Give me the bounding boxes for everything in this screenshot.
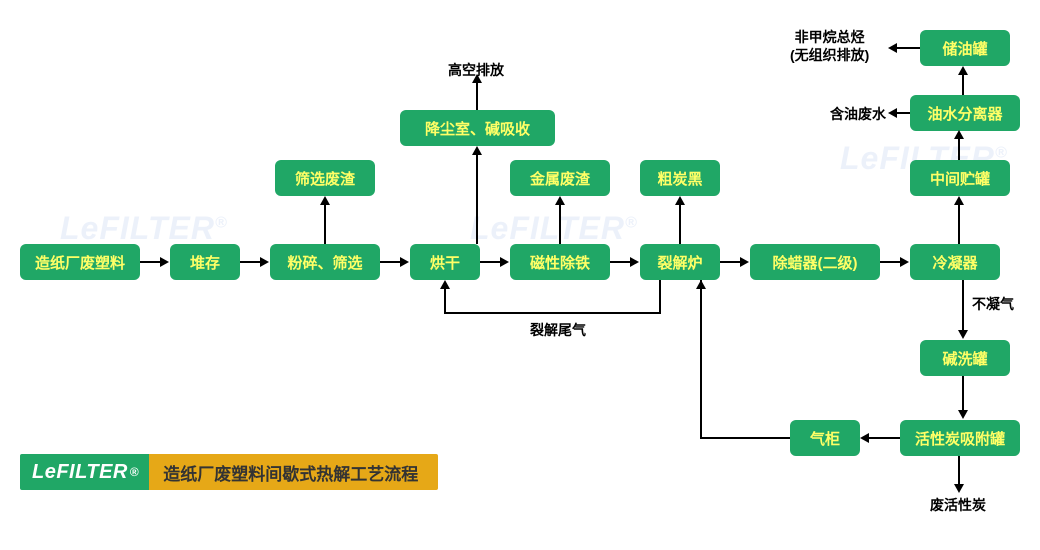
node-label: 除蜡器(二级): [773, 252, 858, 273]
edge: [140, 261, 162, 263]
arrowhead-icon: [472, 74, 482, 83]
arrowhead-icon: [696, 280, 706, 289]
node-midtank: 中间贮罐: [910, 160, 1010, 196]
node-cracker: 裂解炉: [640, 244, 720, 280]
label-nmhc: 非甲烷总烃 (无组织排放): [790, 28, 869, 64]
logo-text: LeFILTER: [32, 461, 128, 484]
node-condenser: 冷凝器: [910, 244, 1000, 280]
node-alkali: 碱洗罐: [920, 340, 1010, 376]
node-metal-waste: 金属废渣: [510, 160, 610, 196]
edge: [958, 204, 960, 244]
node-label: 储油罐: [942, 38, 987, 59]
edge: [896, 112, 910, 114]
arrowhead-icon: [320, 196, 330, 205]
watermark: LeFILTER®: [60, 210, 228, 247]
edge: [962, 280, 964, 332]
edge: [962, 376, 964, 412]
node-label: 气柜: [810, 428, 840, 449]
arrowhead-icon: [860, 433, 869, 443]
arrowhead-icon: [555, 196, 565, 205]
edge: [958, 138, 960, 160]
node-label: 碱洗罐: [942, 348, 987, 369]
node-label: 活性炭吸附罐: [915, 428, 1005, 449]
edge: [700, 437, 790, 439]
node-separator: 油水分离器: [910, 95, 1020, 131]
arrowhead-icon: [630, 257, 639, 267]
node-label: 冷凝器: [932, 252, 977, 273]
node-label: 烘干: [430, 252, 460, 273]
logo-reg: ®: [130, 465, 139, 479]
node-label: 粗炭黑: [657, 168, 702, 189]
node-dewax: 除蜡器(二级): [750, 244, 880, 280]
edge: [559, 204, 561, 244]
edge: [700, 280, 702, 438]
arrowhead-icon: [500, 257, 509, 267]
arrowhead-icon: [958, 66, 968, 75]
node-raw: 造纸厂废塑料: [20, 244, 140, 280]
edge: [480, 261, 502, 263]
node-label: 堆存: [190, 252, 220, 273]
node-label: 中间贮罐: [930, 168, 990, 189]
edge: [868, 437, 900, 439]
edge: [476, 154, 478, 244]
edge: [610, 261, 632, 263]
edge: [444, 312, 661, 314]
node-active-carbon: 活性炭吸附罐: [900, 420, 1020, 456]
node-oiltank: 储油罐: [920, 30, 1010, 66]
edge: [962, 74, 964, 95]
node-label: 造纸厂废塑料: [35, 252, 125, 273]
arrowhead-icon: [958, 410, 968, 419]
node-coarse-carbon: 粗炭黑: [640, 160, 720, 196]
edge: [659, 280, 661, 314]
arrowhead-icon: [675, 196, 685, 205]
title-bar: LeFILTER® 造纸厂废塑料间歇式热解工艺流程: [20, 454, 438, 490]
label-noncond: 不凝气: [972, 294, 1014, 314]
label-spent-carbon: 废活性炭: [930, 495, 986, 515]
edge: [958, 456, 960, 486]
edge: [679, 204, 681, 244]
node-label: 裂解炉: [657, 252, 702, 273]
edge: [444, 288, 446, 314]
label-tail-gas: 裂解尾气: [530, 320, 586, 340]
edge: [476, 82, 478, 110]
node-label: 油水分离器: [927, 103, 1002, 124]
arrowhead-icon: [954, 484, 964, 493]
logo: LeFILTER®: [20, 454, 149, 490]
edge: [720, 261, 742, 263]
arrowhead-icon: [400, 257, 409, 267]
arrowhead-icon: [954, 196, 964, 205]
arrowhead-icon: [888, 108, 897, 118]
arrowhead-icon: [260, 257, 269, 267]
node-dry: 烘干: [410, 244, 480, 280]
arrowhead-icon: [958, 330, 968, 339]
node-gasholder: 气柜: [790, 420, 860, 456]
edge: [324, 204, 326, 244]
node-label: 筛选废渣: [295, 168, 355, 189]
node-label: 粉碎、筛选: [287, 252, 362, 273]
node-magnet: 磁性除铁: [510, 244, 610, 280]
arrowhead-icon: [160, 257, 169, 267]
arrowhead-icon: [954, 130, 964, 139]
arrowhead-icon: [440, 280, 450, 289]
node-label: 金属废渣: [530, 168, 590, 189]
arrowhead-icon: [740, 257, 749, 267]
edge: [240, 261, 262, 263]
diagram-title: 造纸厂废塑料间歇式热解工艺流程: [149, 454, 438, 490]
arrowhead-icon: [900, 257, 909, 267]
node-dust: 降尘室、碱吸收: [400, 110, 555, 146]
edge: [896, 47, 920, 49]
watermark: LeFILTER®: [470, 210, 638, 247]
node-store: 堆存: [170, 244, 240, 280]
label-oil-water: 含油废水: [830, 104, 886, 124]
edge: [380, 261, 402, 263]
arrowhead-icon: [472, 146, 482, 155]
node-screen-waste: 筛选废渣: [275, 160, 375, 196]
edge: [880, 261, 902, 263]
node-label: 磁性除铁: [530, 252, 590, 273]
node-label: 降尘室、碱吸收: [425, 118, 530, 139]
arrowhead-icon: [888, 43, 897, 53]
node-crush: 粉碎、筛选: [270, 244, 380, 280]
